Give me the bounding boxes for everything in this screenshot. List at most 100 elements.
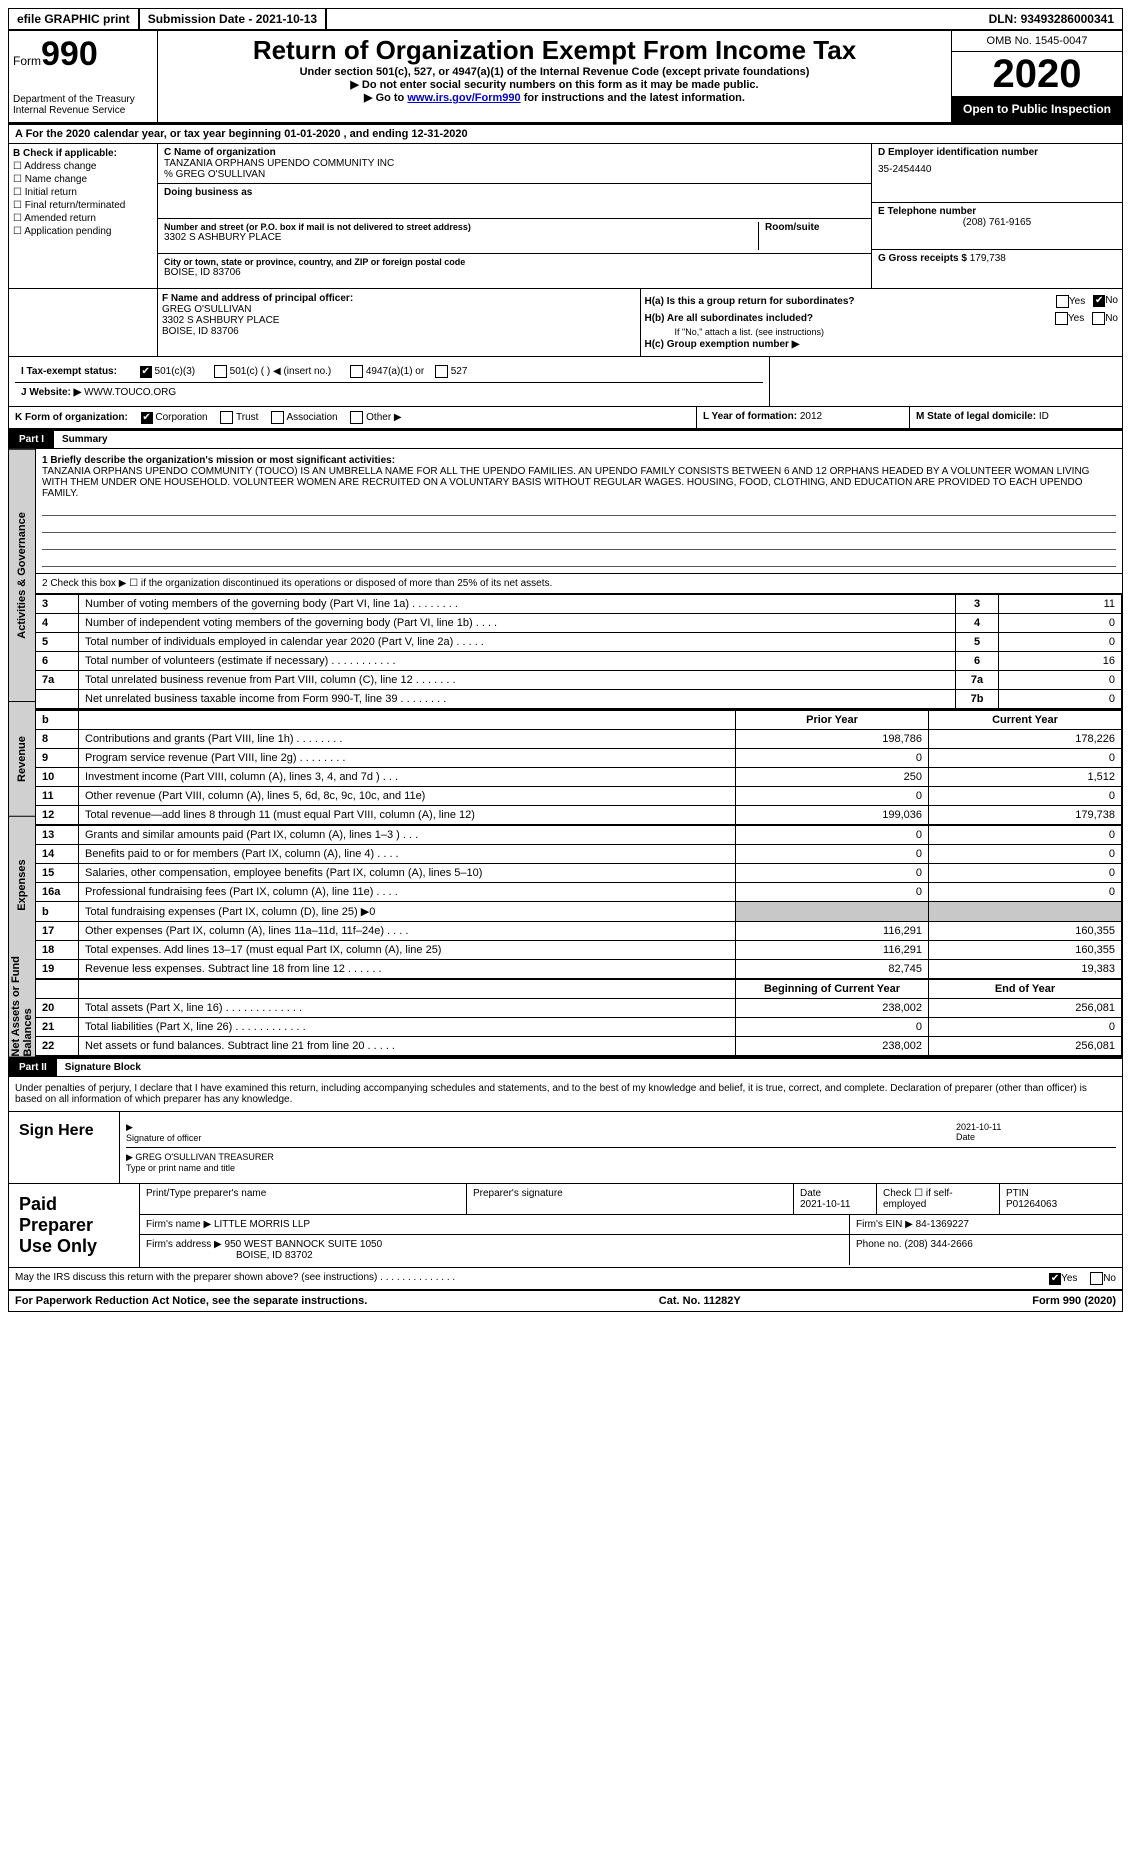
chk-other[interactable]: Other ▶ <box>350 412 401 423</box>
officer-info: F Name and address of principal officer:… <box>158 289 641 356</box>
cat-no: Cat. No. 11282Y <box>659 1295 741 1307</box>
table-row: 11Other revenue (Part VIII, column (A), … <box>36 787 1122 806</box>
hb-yes[interactable]: Yes <box>1055 312 1084 325</box>
officer-addr2: BOISE, ID 83706 <box>162 326 636 337</box>
table-row: 5Total number of individuals employed in… <box>36 633 1122 652</box>
chk-address-change[interactable]: ☐ Address change <box>13 161 153 172</box>
part-1-bar: Part I Summary <box>9 431 1122 449</box>
row-i-status: I Tax-exempt status: ✔ 501(c)(3) 501(c) … <box>9 357 1122 407</box>
chk-corp[interactable]: ✔ Corporation <box>141 412 208 423</box>
officer-name: GREG O'SULLIVAN <box>162 304 636 315</box>
part-2-title: Signature Block <box>57 1059 149 1076</box>
current-year-hdr: Current Year <box>929 710 1122 730</box>
part-1-header: Part I <box>9 431 54 448</box>
chk-amended[interactable]: ☐ Amended return <box>13 213 153 224</box>
preparer-block: Paid Preparer Use Only Print/Type prepar… <box>9 1184 1122 1268</box>
form-990-page: efile GRAPHIC print Submission Date - 20… <box>8 8 1123 1312</box>
line-2: 2 Check this box ▶ ☐ if the organization… <box>36 574 1122 594</box>
firm-name-row: Firm's name ▶ LITTLE MORRIS LLP Firm's E… <box>140 1215 1122 1235</box>
table-row: Net unrelated business taxable income fr… <box>36 690 1122 709</box>
table-row: 4Number of independent voting members of… <box>36 614 1122 633</box>
hb-note: If "No," attach a list. (see instruction… <box>645 327 1119 337</box>
chk-app-pending[interactable]: ☐ Application pending <box>13 226 153 237</box>
header-left: Form990 Department of the Treasury Inter… <box>9 31 158 122</box>
open-inspection: Open to Public Inspection <box>952 96 1122 122</box>
subtitle-3: ▶ Go to www.irs.gov/Form990 for instruct… <box>162 91 947 104</box>
preparer-label: Paid Preparer Use Only <box>9 1184 140 1267</box>
row-j-website: J Website: ▶ WWW.TOUCO.ORG <box>15 383 763 402</box>
dept-treasury: Department of the Treasury <box>13 94 153 105</box>
chk-trust[interactable]: Trust <box>220 412 258 423</box>
chk-4947[interactable]: 4947(a)(1) or <box>350 366 424 377</box>
governance-table: 3Number of voting members of the governi… <box>36 594 1122 709</box>
table-row: 16aProfessional fundraising fees (Part I… <box>36 883 1122 902</box>
ha-no[interactable]: ✔No <box>1093 295 1118 308</box>
eoy-hdr: End of Year <box>929 980 1122 999</box>
firm-addr1: 950 WEST BANNOCK SUITE 1050 <box>225 1239 383 1250</box>
chk-501c[interactable]: 501(c) ( ) ◀ (insert no.) <box>214 366 331 377</box>
ha-yes[interactable]: Yes <box>1056 295 1085 308</box>
org-care-of: % GREG O'SULLIVAN <box>164 169 865 180</box>
firm-addr-row: Firm's address ▶ 950 WEST BANNOCK SUITE … <box>140 1235 1122 1265</box>
part-2-bar: Part II Signature Block <box>9 1059 1122 1077</box>
ein-value: 35-2454440 <box>878 164 1116 175</box>
sign-date: 2021-10-11 <box>956 1122 1001 1132</box>
chk-name-change[interactable]: ☐ Name change <box>13 174 153 185</box>
city-cell: City or town, state or province, country… <box>158 254 871 288</box>
part-2-header: Part II <box>9 1059 57 1076</box>
chk-initial-return[interactable]: ☐ Initial return <box>13 187 153 198</box>
summary-main: 1 Briefly describe the organization's mi… <box>36 449 1122 1056</box>
top-bar: efile GRAPHIC print Submission Date - 20… <box>9 9 1122 31</box>
net-assets-table: Beginning of Current Year End of Year 20… <box>36 979 1122 1056</box>
chk-527[interactable]: 527 <box>435 366 467 377</box>
table-row: 19Revenue less expenses. Subtract line 1… <box>36 960 1122 979</box>
row-k-form-org: K Form of organization: ✔ Corporation Tr… <box>9 407 1122 431</box>
gross-receipts: 179,738 <box>970 253 1006 264</box>
vtab-activities: Activities & Governance <box>9 449 35 701</box>
table-row: 15Salaries, other compensation, employee… <box>36 864 1122 883</box>
prior-year-hdr: Prior Year <box>736 710 929 730</box>
table-row: 10Investment income (Part VIII, column (… <box>36 768 1122 787</box>
discuss-no[interactable]: No <box>1090 1273 1116 1284</box>
org-name-cell: C Name of organization TANZANIA ORPHANS … <box>158 144 871 184</box>
mission-block: 1 Briefly describe the organization's mi… <box>36 449 1122 574</box>
summary-body: Activities & Governance Revenue Expenses… <box>9 449 1122 1059</box>
sig-officer-lbl: Signature of officer <box>126 1133 201 1143</box>
table-row: 3Number of voting members of the governi… <box>36 595 1122 614</box>
discuss-yes[interactable]: ✔Yes <box>1049 1273 1077 1284</box>
paperwork-notice: For Paperwork Reduction Act Notice, see … <box>15 1295 367 1307</box>
firm-ein: 84-1369227 <box>916 1219 969 1230</box>
boy-hdr: Beginning of Current Year <box>736 980 929 999</box>
vertical-tabs: Activities & Governance Revenue Expenses… <box>9 449 36 1056</box>
mission-text: TANZANIA ORPHANS UPENDO COMMUNITY (TOUCO… <box>42 466 1116 499</box>
table-row: 7aTotal unrelated business revenue from … <box>36 671 1122 690</box>
subtitle-1: Under section 501(c), 527, or 4947(a)(1)… <box>162 66 947 78</box>
hb-no[interactable]: No <box>1092 312 1118 325</box>
col-b-header: B Check if applicable: <box>13 148 153 159</box>
table-row: 14Benefits paid to or for members (Part … <box>36 845 1122 864</box>
row-a-tax-year: A For the 2020 calendar year, or tax yea… <box>9 125 1122 144</box>
declaration-text: Under penalties of perjury, I declare th… <box>9 1077 1122 1112</box>
col-d-ein: D Employer identification number 35-2454… <box>872 144 1122 288</box>
vtab-expenses: Expenses <box>9 816 35 954</box>
ptin: P01264063 <box>1006 1199 1057 1210</box>
firm-phone: (208) 344-2666 <box>904 1239 972 1250</box>
chk-assoc[interactable]: Association <box>271 412 337 423</box>
tel-cell: E Telephone number (208) 761-9165 <box>872 203 1122 250</box>
chk-501c3[interactable]: ✔ 501(c)(3) <box>140 366 195 377</box>
self-employed-chk[interactable]: Check ☐ if self-employed <box>877 1184 1000 1214</box>
prep-date: 2021-10-11 <box>800 1199 850 1210</box>
org-name: TANZANIA ORPHANS UPENDO COMMUNITY INC <box>164 158 865 169</box>
irs-label: Internal Revenue Service <box>13 105 153 116</box>
table-row: 12Total revenue—add lines 8 through 11 (… <box>36 806 1122 825</box>
chk-final-return[interactable]: ☐ Final return/terminated <box>13 200 153 211</box>
website-url: WWW.TOUCO.ORG <box>84 387 176 398</box>
part-1-title: Summary <box>54 431 116 448</box>
header-right: OMB No. 1545-0047 2020 Open to Public In… <box>951 31 1122 122</box>
irs-link[interactable]: www.irs.gov/Form990 <box>407 92 520 104</box>
info-grid: B Check if applicable: ☐ Address change … <box>9 144 1122 289</box>
table-row: 13Grants and similar amounts paid (Part … <box>36 826 1122 845</box>
discuss-row: May the IRS discuss this return with the… <box>9 1268 1122 1290</box>
table-row: bTotal fundraising expenses (Part IX, co… <box>36 902 1122 922</box>
city-state-zip: BOISE, ID 83706 <box>164 267 865 278</box>
